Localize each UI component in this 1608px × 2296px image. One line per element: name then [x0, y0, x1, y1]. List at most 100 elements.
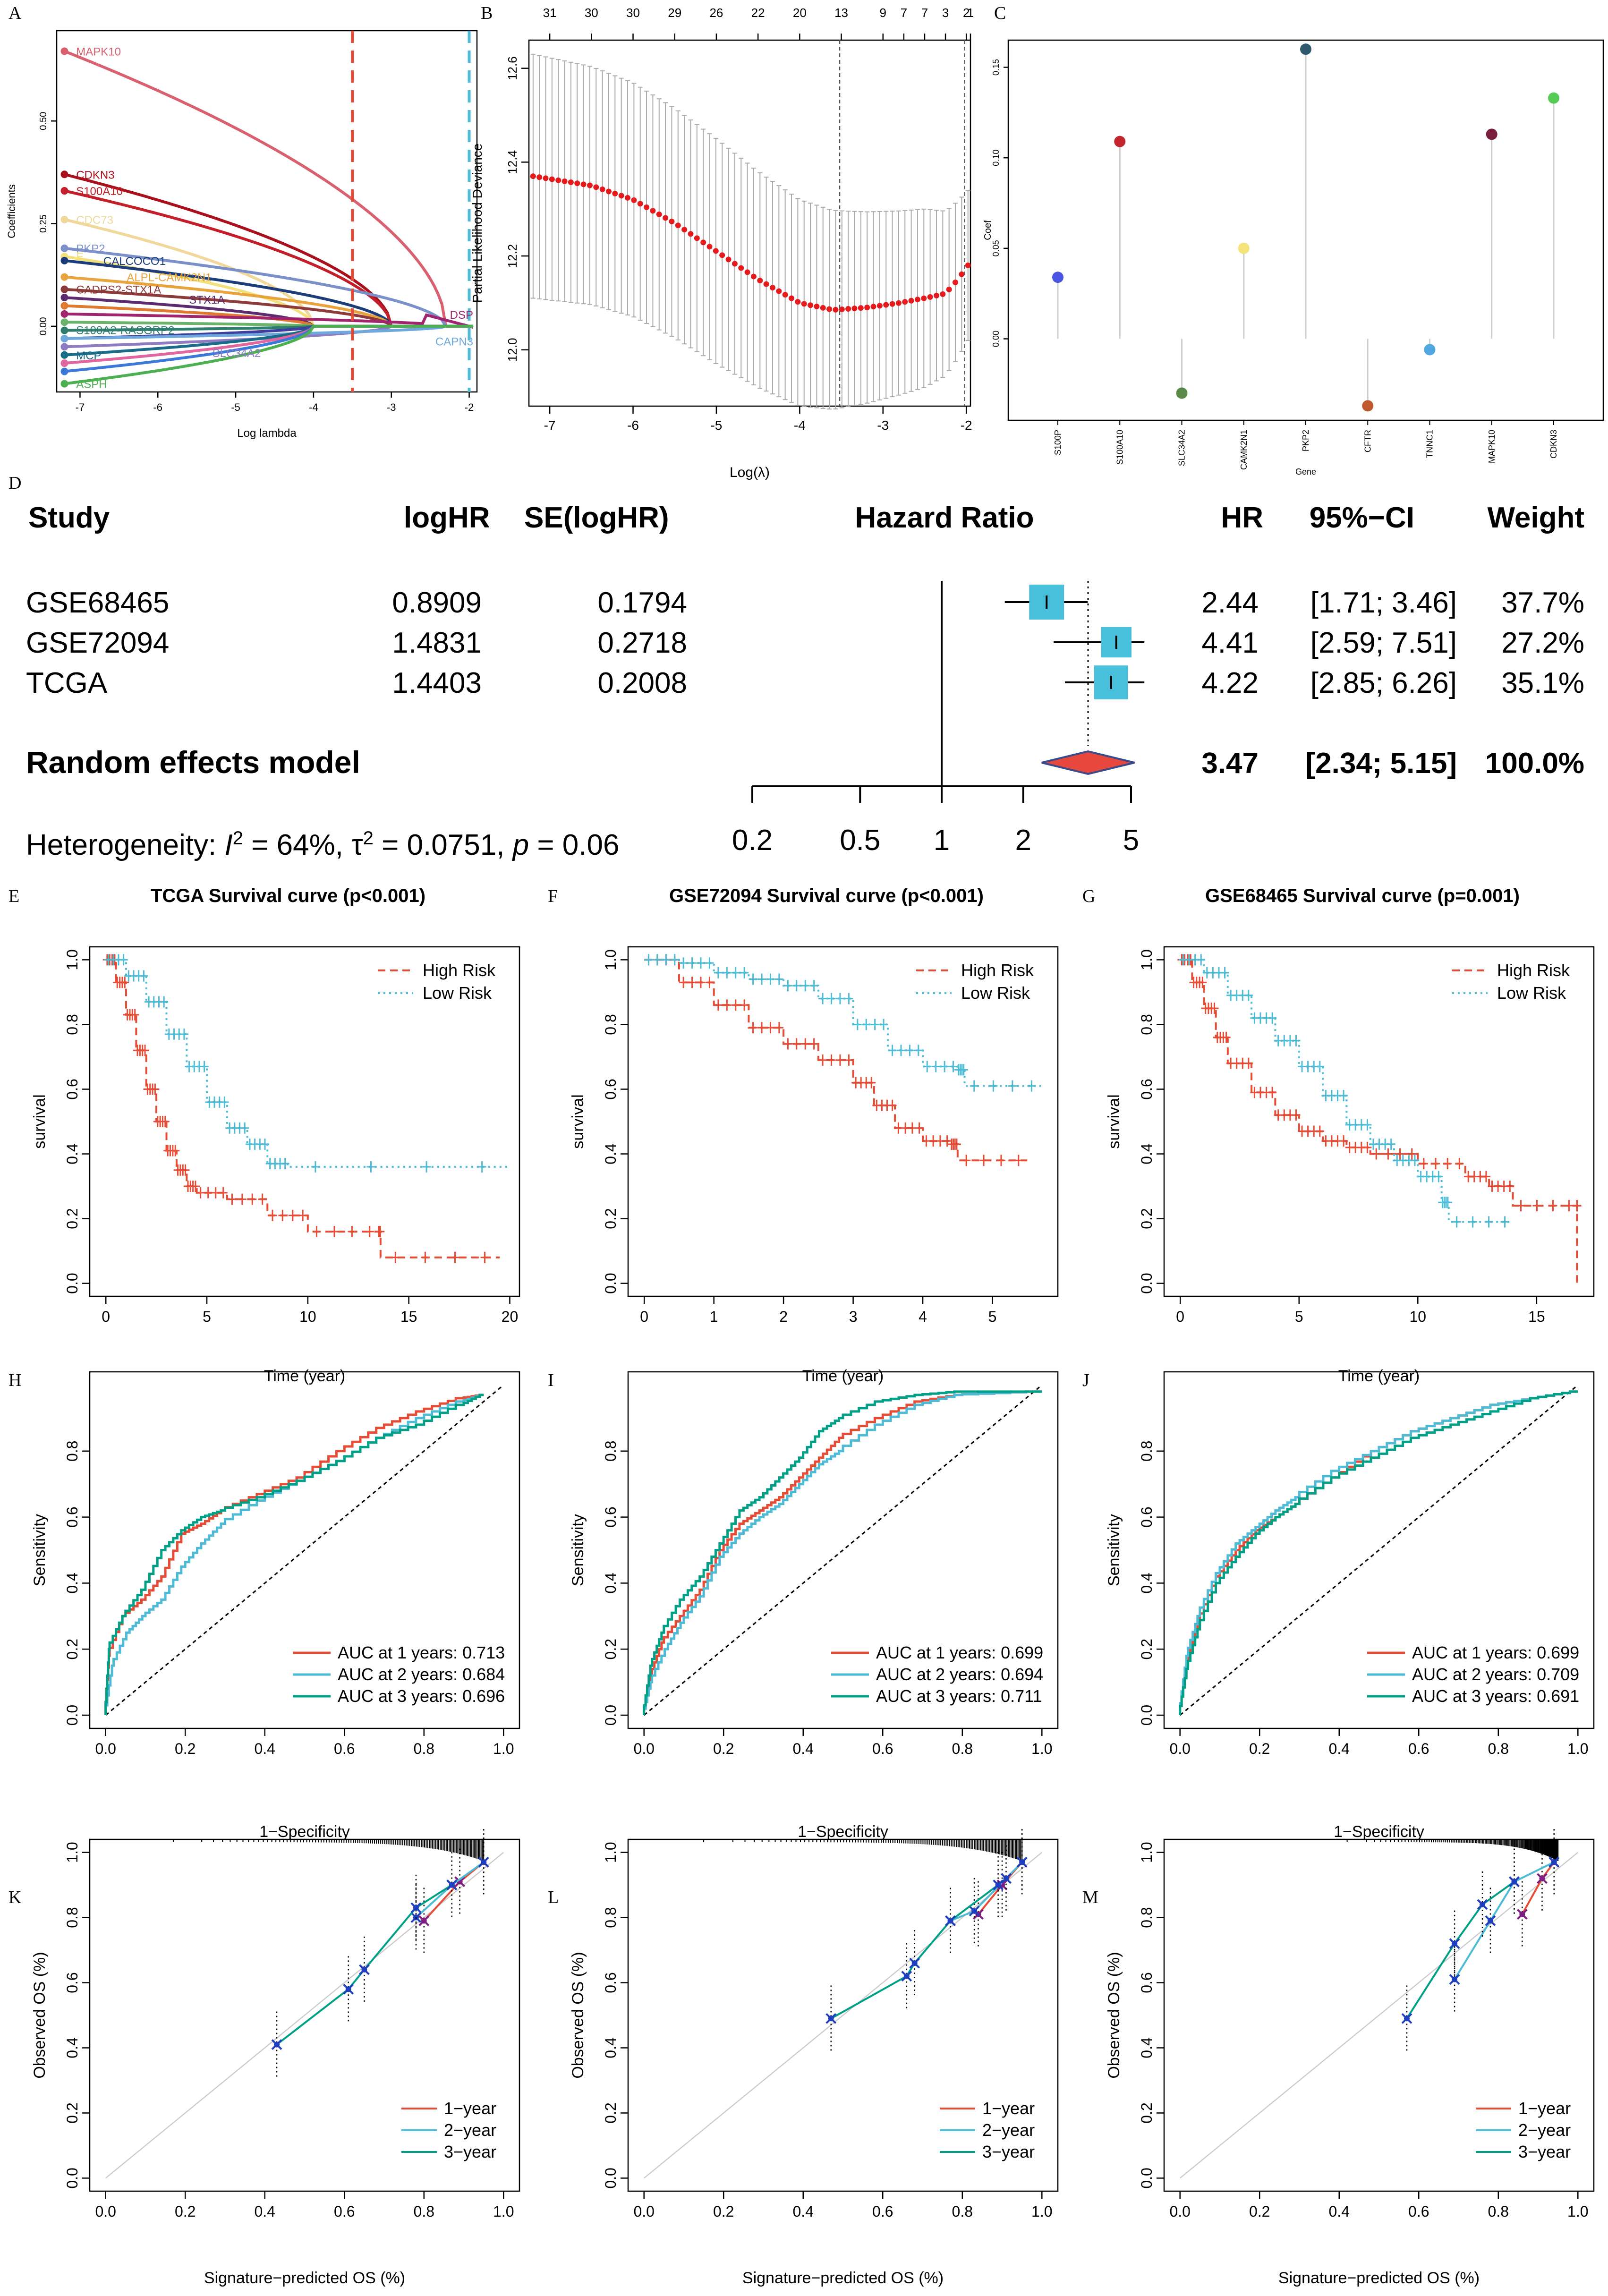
panel-letter-G: G [1082, 886, 1095, 906]
censor-mark [1244, 1057, 1253, 1069]
coef-label: CDKN3 [76, 169, 114, 181]
x-tick-label: 0.2 [175, 1740, 196, 1757]
forest-ci: [1.71; 3.46] [1310, 587, 1457, 619]
censor-mark [867, 1077, 876, 1088]
censor-mark [914, 1045, 923, 1056]
heterogeneity-part: I [224, 829, 232, 861]
censor-mark [1468, 1216, 1477, 1228]
censor-mark [365, 1225, 374, 1237]
x-tick-label: -5 [710, 418, 722, 433]
gene-label: CFTR [1363, 430, 1372, 452]
forest-header: SE(logHR) [524, 502, 669, 534]
y-tick-label: 0.0 [1138, 1273, 1155, 1293]
km-curve-High Risk [1180, 959, 1578, 1284]
forest-axis-label: 1 [934, 824, 950, 857]
x-tick-label: 0.6 [1408, 1740, 1429, 1757]
panel-letter-L: L [548, 1888, 559, 1907]
deviance-point [719, 252, 725, 258]
y-tick-label: 0.4 [64, 2037, 81, 2058]
y-tick-label: 0.6 [602, 1079, 619, 1099]
y-tick-label: 0.8 [1138, 1441, 1155, 1462]
legend-label: AUC at 3 years: 0.691 [1412, 1686, 1579, 1706]
censor-mark [801, 980, 810, 992]
y-tick-label: 0.05 [991, 240, 1001, 256]
heterogeneity-part: Heterogeneity: [26, 829, 224, 861]
roc-diagonal [643, 1384, 1043, 1716]
legend-label: AUC at 1 years: 0.713 [338, 1643, 505, 1662]
censor-mark [1315, 1061, 1324, 1072]
coef-start-dot [60, 380, 68, 388]
censor-mark [792, 980, 801, 992]
x-tick-label: -6 [627, 418, 639, 433]
censor-mark [1244, 989, 1253, 1001]
deviance-point [851, 306, 858, 312]
x-tick-label: -4 [309, 401, 318, 413]
deviance-point [568, 179, 574, 186]
x-tick-label: 0.8 [414, 1740, 434, 1757]
x-tick-label: 0.2 [1249, 2203, 1270, 2220]
calib-point-center [274, 2041, 280, 2048]
x-tick-label: -2 [465, 401, 474, 413]
lollipop-head-SLC34A2 [1176, 387, 1188, 399]
censor-mark [931, 1061, 940, 1072]
censor-mark [181, 1164, 190, 1176]
deviance-point [801, 301, 807, 307]
censor-mark [809, 980, 818, 992]
x-tick-label: 0.4 [792, 1740, 813, 1757]
roc-curve [1179, 1390, 1578, 1716]
y-axis-label: Observed OS (%) [31, 1952, 49, 2078]
y-tick-label: 0.15 [991, 59, 1001, 76]
calib-line [423, 1861, 485, 1922]
censor-mark [1532, 1200, 1541, 1212]
top-tick-label: 3 [942, 6, 949, 20]
forest-se: 0.2718 [597, 627, 687, 659]
x-tick-label: 1.0 [493, 1740, 514, 1757]
censor-mark [200, 1061, 209, 1072]
x-tick-label: 0.8 [414, 2203, 434, 2220]
coef-label: S100A10 [76, 185, 123, 198]
top-tick-label: 30 [585, 6, 598, 20]
deviance-point [814, 304, 820, 310]
y-tick-label: 0.6 [602, 1506, 619, 1527]
deviance-point [694, 235, 700, 241]
calib-point-center [1487, 1918, 1493, 1924]
censor-mark [905, 1045, 914, 1056]
x-tick-label: 1.0 [1031, 2203, 1052, 2220]
censor-mark [204, 1187, 213, 1199]
coef-label: CAPN3 [435, 335, 473, 348]
censor-mark [1516, 1200, 1525, 1212]
coef-start-dot [60, 359, 68, 367]
y-tick-label: 0.10 [991, 150, 1001, 166]
deviance-point [631, 197, 637, 203]
censor-mark [943, 1135, 952, 1147]
x-tick-label: -6 [153, 401, 162, 413]
censor-mark [160, 996, 169, 1008]
censor-mark [809, 1038, 818, 1050]
censor-mark [949, 1061, 958, 1072]
censor-mark [422, 1161, 431, 1173]
top-tick-label: 2 [963, 6, 970, 20]
coef-path-DSP [64, 312, 474, 329]
forest-header: logHR [404, 502, 490, 534]
deviance-point [940, 291, 946, 297]
panel-letter-B: B [481, 3, 493, 23]
lollipop-head-CAMK2N1 [1238, 242, 1250, 254]
legend-label: Low Risk [961, 983, 1030, 1003]
censor-mark [1431, 1158, 1440, 1170]
censor-mark [1548, 1200, 1557, 1212]
legend-label: AUC at 1 years: 0.699 [1412, 1643, 1579, 1662]
deviance-point [921, 295, 927, 301]
deviance-point [953, 279, 959, 285]
censor-mark [1220, 967, 1229, 978]
y-axis-label: Coefficients [6, 184, 17, 238]
coef-start-dot [60, 273, 68, 281]
lollipop-head-S100P [1052, 272, 1063, 283]
x-tick-label: 0.8 [952, 2203, 973, 2220]
x-tick-label: 0.0 [1169, 2203, 1190, 2220]
censor-mark [1339, 1090, 1348, 1102]
forest-weight: 35.1% [1501, 667, 1584, 699]
forest-study: TCGA [26, 667, 108, 699]
deviance-point [593, 184, 599, 190]
forest-axis-label: 0.2 [732, 824, 773, 857]
